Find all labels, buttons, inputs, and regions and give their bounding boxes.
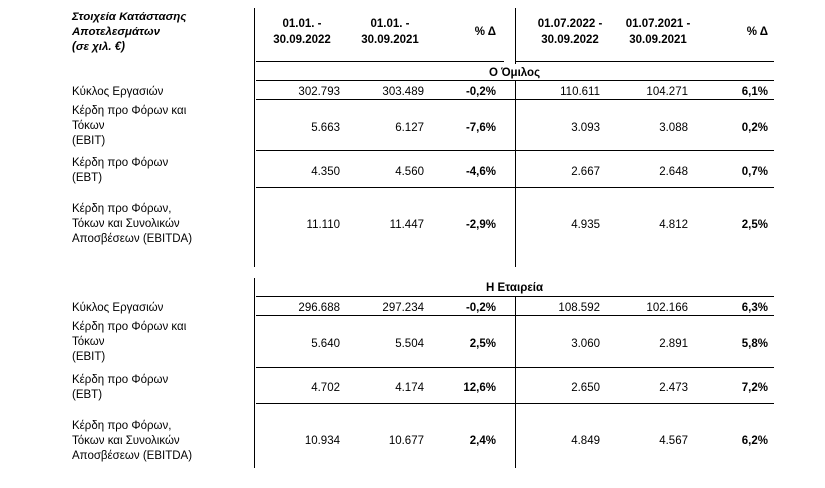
row-label: Κύκλος Εργασιών [72, 302, 164, 314]
company-divider-right [515, 297, 516, 468]
row-label: Κέρδη προ Φόρων και [72, 321, 187, 333]
cell-percent: 2,5% [741, 219, 768, 231]
col-header-5-line-1: 01.07.2021 - [625, 18, 691, 30]
cell-percent: 2,5% [469, 338, 496, 350]
cell-value: 4.812 [659, 219, 688, 231]
section-title-company: Η Εταιρεία [485, 282, 544, 294]
col-header-1-line-2: 30.09.2022 [273, 34, 331, 46]
cell-value: 4.174 [395, 382, 424, 394]
cell-value: 4.849 [571, 435, 600, 447]
cell-value: 2.650 [571, 382, 600, 394]
col-header-5-line-2: 30.09.2021 [629, 34, 687, 46]
cell-value: 108.592 [558, 302, 600, 314]
cell-percent: 6,3% [741, 302, 768, 314]
cell-value: 5.640 [311, 338, 340, 350]
section-title-group: Ο Όμιλος [488, 67, 541, 79]
row-label: Κέρδη προ Φόρων [72, 157, 169, 169]
row-label: Τόκων και Συνολικών [72, 435, 180, 447]
cell-value: 11.110 [306, 219, 340, 231]
col-header-2-line-1: 01.01. - [370, 18, 410, 30]
cell-percent: -0,2% [465, 302, 496, 314]
group-divider-left [254, 62, 255, 267]
row-label: Κέρδη προ Φόρων, [72, 420, 172, 432]
cell-value: 4.567 [659, 435, 688, 447]
row-label: Αποσβέσεων (EBITDA) [72, 233, 193, 245]
cell-value: 11.447 [389, 219, 424, 231]
cell-value: 10.934 [304, 435, 340, 447]
header-rule-left [256, 61, 504, 62]
cell-value: 2.473 [659, 382, 688, 394]
cell-value: 2.891 [659, 338, 688, 350]
row-label: (EBIT) [72, 351, 106, 363]
cell-value: 303.489 [382, 86, 424, 98]
cell-value: 2.648 [659, 166, 688, 178]
cell-value: 6.127 [395, 122, 424, 134]
col-header-2-line-2: 30.09.2021 [361, 34, 419, 46]
row-label: Τόκων και Συνολικών [72, 218, 180, 230]
col-header-4-line-1: 01.07.2022 - [537, 18, 603, 30]
row-label: (EBIT) [72, 135, 106, 147]
row-label: Κύκλος Εργασιών [72, 86, 164, 98]
row-label: Τόκων [72, 120, 105, 132]
row-label: (EBT) [72, 172, 103, 184]
col-header-4-line-2: 30.09.2022 [541, 34, 599, 46]
cell-percent: -4,6% [465, 166, 496, 178]
row-label: (EBT) [72, 389, 103, 401]
cell-percent: 0,2% [741, 122, 768, 134]
cell-value: 296.688 [298, 302, 340, 314]
cell-value: 4.935 [571, 219, 600, 231]
row-label: Κέρδη προ Φόρων [72, 374, 169, 386]
cell-percent: -7,6% [465, 122, 496, 134]
header-divider-right [515, 8, 516, 64]
header-title-line-1: Στοιχεία Κατάστασης [72, 11, 187, 23]
cell-value: 3.060 [571, 338, 600, 350]
cell-value: 302.793 [298, 86, 340, 98]
cell-value: 297.234 [382, 302, 424, 314]
row-label: Κέρδη προ Φόρων και [72, 105, 187, 117]
cell-value: 5.504 [395, 338, 424, 350]
header-title-line-2: Αποτελεσμάτων [72, 26, 160, 38]
header-title-line-3: (σε χιλ. €) [72, 41, 126, 53]
cell-value: 3.093 [571, 122, 600, 134]
row-label: Κέρδη προ Φόρων, [72, 203, 172, 215]
header-divider-left [254, 8, 255, 64]
cell-percent: 6,1% [741, 86, 768, 98]
cell-percent: 0,7% [741, 166, 768, 178]
col-header-3: % Δ [474, 26, 496, 38]
cell-value: 4.560 [395, 166, 424, 178]
cell-value: 4.350 [311, 166, 340, 178]
cell-percent: 5,8% [741, 338, 768, 350]
group-divider-right [515, 81, 516, 267]
cell-percent: 12,6% [463, 382, 496, 394]
cell-percent: 6,2% [741, 435, 768, 447]
cell-percent: -0,2% [465, 86, 496, 98]
cell-value: 104.271 [646, 86, 688, 98]
cell-percent: 7,2% [741, 382, 768, 394]
header-rule-right [516, 61, 774, 62]
cell-percent: 2,4% [469, 435, 496, 447]
company-divider-left [254, 278, 255, 468]
cell-percent: -2,9% [465, 219, 496, 231]
cell-value: 110.611 [560, 86, 600, 98]
cell-value: 4.702 [311, 382, 340, 394]
cell-value: 10.677 [388, 435, 424, 447]
cell-value: 3.088 [659, 122, 688, 134]
cell-value: 2.667 [571, 166, 600, 178]
col-header-1-line-1: 01.01. - [282, 18, 322, 30]
cell-value: 5.663 [311, 122, 340, 134]
col-header-6: % Δ [746, 26, 768, 38]
cell-value: 102.166 [646, 302, 688, 314]
row-label: Αποσβέσεων (EBITDA) [72, 450, 193, 462]
row-label: Τόκων [72, 336, 105, 348]
section-company-rule [256, 296, 774, 297]
section-group-rule [256, 80, 774, 81]
